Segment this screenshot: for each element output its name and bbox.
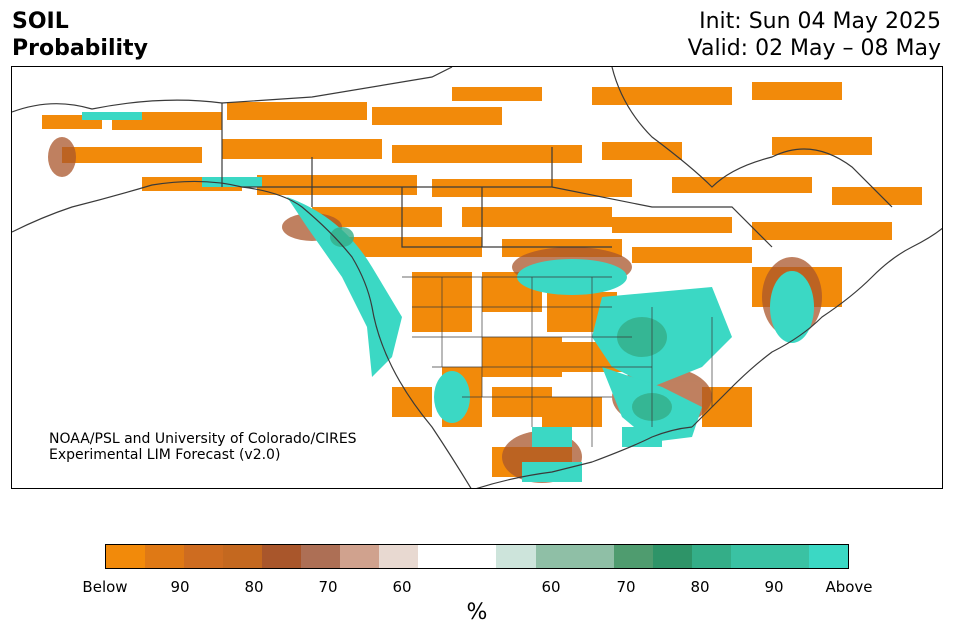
- date-block: Init: Sun 04 May 2025 Valid: 02 May – 08…: [688, 8, 941, 62]
- valid-range: Valid: 02 May – 08 May: [687, 36, 941, 61]
- variable-title: SOIL: [12, 9, 69, 34]
- colorbar-tick-label: 80: [690, 578, 710, 596]
- colorbar-tick-label: 60: [392, 578, 412, 596]
- colorbar-segment: [808, 545, 848, 568]
- colorbar-unit: %: [466, 600, 488, 625]
- colorbar-tick-label: 90: [170, 578, 190, 596]
- colorbar-segment: [145, 545, 185, 568]
- credit-text: NOAA/PSL and University of Colorado/CIRE…: [49, 431, 357, 463]
- coastlines: [12, 67, 942, 488]
- colorbar-segment: [340, 545, 380, 568]
- colorbar-segment: [535, 545, 575, 568]
- colorbar-segment: [730, 545, 770, 568]
- colorbar-segment: [106, 545, 146, 568]
- colorbar-segment: [652, 545, 692, 568]
- forecast-map: [11, 66, 943, 489]
- credit-line-1: NOAA/PSL and University of Colorado/CIRE…: [49, 431, 357, 447]
- colorbar-segment: [574, 545, 614, 568]
- map-canvas: [12, 67, 942, 488]
- colorbar-segment: [184, 545, 224, 568]
- colorbar-tick-label: Below: [82, 578, 128, 596]
- colorbar-segment: [769, 545, 809, 568]
- colorbar-tick-label: 80: [244, 578, 264, 596]
- colorbar-tick-label: 90: [764, 578, 784, 596]
- subtitle: Probability: [12, 36, 148, 61]
- colorbar-segment: [223, 545, 263, 568]
- colorbar-segment: [613, 545, 653, 568]
- colorbar-tick-label: 60: [541, 578, 561, 596]
- colorbar: [105, 544, 849, 569]
- colorbar-segment: [379, 545, 419, 568]
- colorbar-segment: [418, 545, 458, 568]
- colorbar-segment: [262, 545, 302, 568]
- colorbar-segment: [301, 545, 341, 568]
- colorbar-segment: [457, 545, 497, 568]
- state-borders: [402, 276, 713, 447]
- title-block: SOIL Probability: [12, 8, 148, 62]
- colorbar-tick-label: 70: [616, 578, 636, 596]
- colorbar-tick-label: 70: [318, 578, 338, 596]
- colorbar-segment: [496, 545, 536, 568]
- init-date: Init: Sun 04 May 2025: [699, 9, 941, 34]
- credit-line-2: Experimental LIM Forecast (v2.0): [49, 447, 281, 463]
- colorbar-segment: [691, 545, 731, 568]
- colorbar-tick-label: Above: [825, 578, 873, 596]
